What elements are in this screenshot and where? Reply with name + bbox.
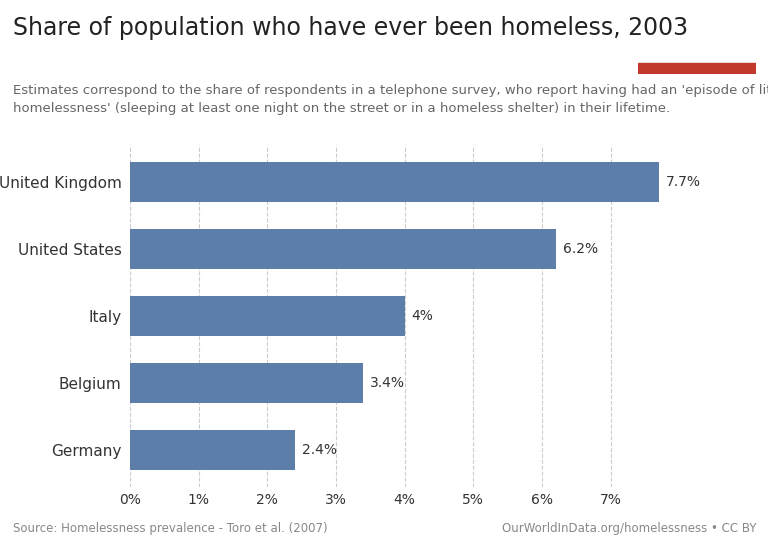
Text: Source: Homelessness prevalence - Toro et al. (2007): Source: Homelessness prevalence - Toro e… bbox=[13, 522, 328, 535]
Text: 3.4%: 3.4% bbox=[370, 376, 406, 390]
Bar bbox=[130, 162, 659, 202]
Bar bbox=[130, 363, 363, 403]
Text: in Data: in Data bbox=[673, 41, 721, 54]
Text: Our World: Our World bbox=[664, 23, 730, 36]
Text: Share of population who have ever been homeless, 2003: Share of population who have ever been h… bbox=[13, 16, 688, 40]
Bar bbox=[130, 229, 556, 269]
Text: 6.2%: 6.2% bbox=[562, 242, 598, 256]
Text: 2.4%: 2.4% bbox=[302, 443, 336, 457]
Bar bbox=[130, 296, 405, 336]
Text: OurWorldInData.org/homelessness • CC BY: OurWorldInData.org/homelessness • CC BY bbox=[502, 522, 756, 535]
Bar bbox=[638, 63, 756, 74]
Bar bbox=[130, 430, 295, 470]
Text: Estimates correspond to the share of respondents in a telephone survey, who repo: Estimates correspond to the share of res… bbox=[13, 84, 768, 115]
Text: 4%: 4% bbox=[412, 309, 433, 323]
Text: 7.7%: 7.7% bbox=[666, 175, 700, 189]
